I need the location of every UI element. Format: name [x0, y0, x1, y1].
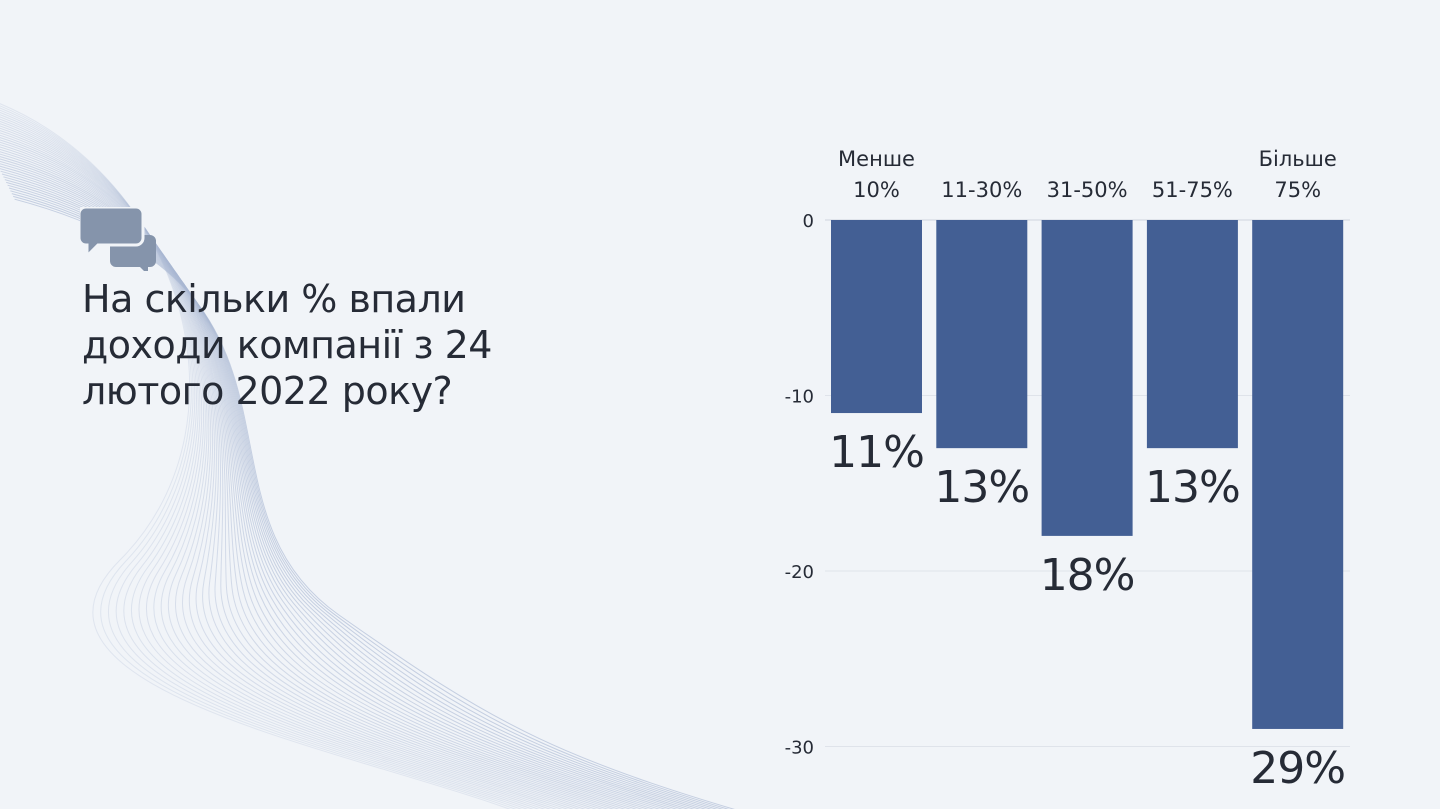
x-category-label: 31-50% [1047, 178, 1128, 202]
y-tick-label: -10 [785, 387, 814, 408]
x-category-label: Більше [1259, 147, 1337, 171]
wave-line [0, 127, 574, 809]
data-label: 18% [1040, 550, 1135, 601]
x-category-label: Менше [838, 147, 915, 171]
x-category-label: 10% [853, 178, 900, 202]
wave-line [0, 125, 569, 809]
y-tick-label: -20 [785, 562, 814, 583]
data-label: 29% [1250, 743, 1345, 794]
wave-line [0, 139, 603, 809]
x-category-label: 11-30% [941, 178, 1022, 202]
data-label: 11% [829, 427, 924, 478]
speech-bubbles-icon [77, 205, 160, 275]
wave-line [0, 149, 626, 809]
bar [831, 220, 922, 414]
y-tick-label: -30 [785, 738, 814, 759]
wave-line [14, 198, 735, 809]
x-category-label: 75% [1274, 178, 1321, 202]
wave-line [0, 142, 609, 809]
wave-line [0, 146, 620, 809]
y-tick-label: 0 [803, 211, 814, 232]
bar [1146, 220, 1238, 449]
bar [936, 220, 1028, 449]
wave-line [0, 153, 638, 809]
data-label: 13% [1145, 462, 1240, 513]
x-category-label: 51-75% [1152, 178, 1233, 202]
bar [1252, 220, 1344, 729]
wave-line [0, 123, 563, 809]
wave-line [0, 144, 615, 809]
question-title: На скільки % впали доходи компанії з 24 … [82, 277, 493, 413]
bar [1041, 220, 1133, 536]
data-label: 13% [934, 462, 1029, 513]
